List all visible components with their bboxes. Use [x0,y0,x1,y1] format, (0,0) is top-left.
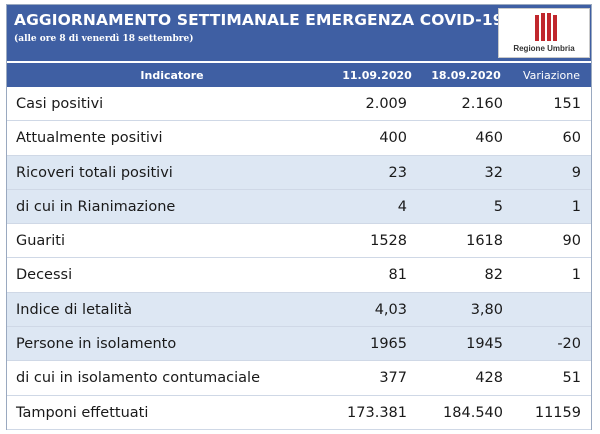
row-variation: 60 [562,130,581,147]
row-variation: 9 [571,164,581,181]
table-row: di cui in isolamento contumaciale 377 42… [7,361,591,396]
row-variation: 11159 [534,404,581,421]
row-value-date2: 2.160 [461,96,503,112]
covid-table-frame: AGGIORNAMENTO SETTIMANALE EMERGENZA COVI… [6,4,592,430]
column-header-indicator: Indicatore [140,69,204,82]
table-row: Tamponi effettuati 173.381 184.540 11159 [7,396,591,430]
row-value-date2: 5 [493,198,503,215]
row-label: di cui in Rianimazione [16,198,176,215]
regione-umbria-logo-icon [535,13,557,41]
row-label: Indice di letalità [16,301,133,318]
row-value-date1: 400 [379,130,407,147]
row-value-date2: 82 [484,267,503,284]
row-label: Persone in isolamento [16,336,177,353]
row-value-date1: 1528 [370,233,407,250]
table-row: di cui in Rianimazione 4 5 1 [7,189,591,225]
table-row: Guariti 1528 1618 90 [7,224,591,259]
regione-umbria-logo: Regione Umbria [498,8,590,58]
row-value-date2: 1618 [466,233,503,250]
column-header-date2: 18.09.2020 [431,69,501,82]
row-value-date2: 428 [475,370,503,387]
row-value-date1: 377 [379,370,407,387]
table-row: Indice di letalità 4,03 3,80 [7,292,591,328]
row-value-date1: 4 [397,198,407,215]
row-value-date2: 1945 [466,336,503,353]
table-row: Ricoveri totali positivi 23 32 9 [7,155,591,190]
table-body: Casi positivi 2.009 2.160 151 Attualment… [7,87,591,430]
row-value-date2: 460 [475,130,503,147]
table-row: Casi positivi 2.009 2.160 151 [7,87,591,122]
row-label: Ricoveri totali positivi [16,164,173,181]
row-value-date2: 3,80 [470,301,503,318]
page-title: AGGIORNAMENTO SETTIMANALE EMERGENZA COVI… [14,11,504,29]
row-value-date1: 4,03 [374,301,407,318]
column-header-variation: Variazione [522,69,581,82]
row-variation: 1 [571,267,581,284]
row-variation: 51 [562,370,581,387]
row-value-date2: 184.540 [443,404,503,421]
row-variation: 151 [553,96,581,112]
row-label: Casi positivi [16,96,104,112]
logo-label: Regione Umbria [513,44,575,53]
row-label: Decessi [16,267,73,284]
row-value-date1: 173.381 [347,404,407,421]
table-row: Persone in isolamento 1965 1945 -20 [7,327,591,362]
row-variation: 90 [562,233,581,250]
row-label: Guariti [16,233,66,250]
row-label: Tamponi effettuati [16,404,149,421]
row-label: di cui in isolamento contumaciale [16,370,260,387]
column-header-row: Indicatore 11.09.2020 18.09.2020 Variazi… [7,61,591,87]
table-header: AGGIORNAMENTO SETTIMANALE EMERGENZA COVI… [7,5,591,61]
table-row: Attualmente positivi 400 460 60 [7,121,591,156]
row-value-date1: 23 [388,164,407,181]
row-label: Attualmente positivi [16,130,163,147]
column-header-date1: 11.09.2020 [342,69,412,82]
row-value-date1: 2.009 [365,96,407,112]
row-value-date2: 32 [484,164,503,181]
row-value-date1: 1965 [370,336,407,353]
page-subtitle: (alle ore 8 di venerdì 18 settembre) [14,34,194,44]
row-variation: -20 [557,336,581,353]
table-row: Decessi 81 82 1 [7,258,591,293]
row-value-date1: 81 [388,267,407,284]
row-variation: 1 [571,198,581,215]
